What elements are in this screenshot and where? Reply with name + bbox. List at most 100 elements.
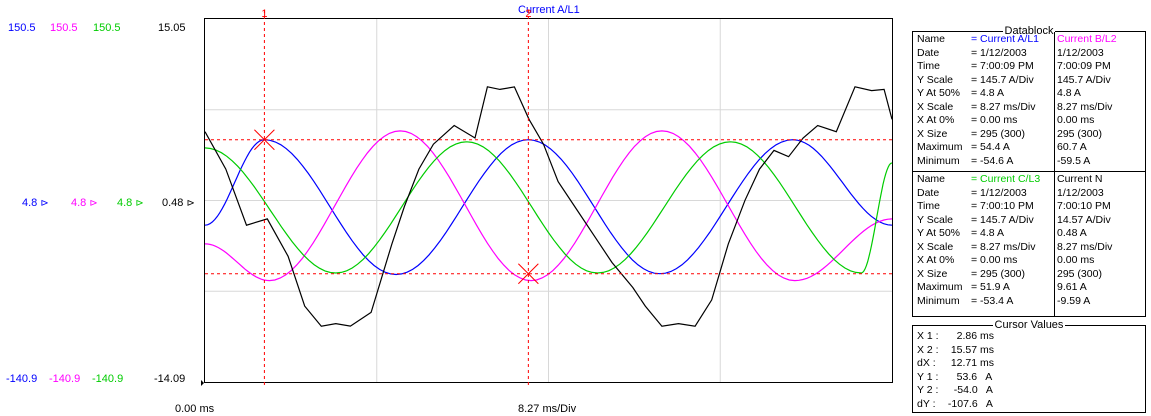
cursor-value-label: Y 2 : bbox=[917, 384, 939, 396]
chart-title: Current A/L1 bbox=[518, 4, 580, 16]
scale-mid-a: 4.8 ⊳ bbox=[22, 197, 49, 209]
scale-top-c: 150.5 bbox=[93, 22, 121, 34]
block1-row-3: Y Scale = 145.7 A/Div 145.7 A/Div bbox=[913, 73, 1145, 86]
datablock-value-1: = 7:00:09 PM bbox=[971, 60, 1034, 72]
datablock-value-1: = 1/12/2003 bbox=[971, 46, 1027, 59]
datablock-label: X Scale bbox=[917, 240, 954, 253]
x-div-label: 8.27 ms/Div bbox=[518, 403, 577, 415]
scale-mid-b: 4.8 ⊳ bbox=[71, 197, 98, 209]
waveform-current-n bbox=[204, 86, 893, 327]
datablock-value-1: = 295 (300) bbox=[971, 127, 1025, 140]
datablock-value-2: 295 (300) bbox=[1057, 127, 1102, 140]
scale-mid-a-value: 4.8 bbox=[22, 197, 38, 209]
datablock-title-text: Datablock bbox=[1002, 25, 1056, 37]
scale-bottom-c: -140.9 bbox=[92, 373, 124, 385]
cursor-value-label: dY : bbox=[917, 397, 936, 410]
cursor-value-row: dX : 12.71 ms bbox=[917, 358, 994, 369]
block2-row-9: Minimum = -53.4 A -9.59 A bbox=[913, 294, 1145, 307]
waveform-current-b-l2 bbox=[204, 130, 893, 282]
cursor-value-value: 15.57 ms bbox=[945, 343, 995, 356]
block2-row-5: X Scale = 8.27 ms/Div 8.27 ms/Div bbox=[913, 240, 1145, 253]
block1-row-5: X Scale = 8.27 ms/Div 8.27 ms/Div bbox=[913, 100, 1145, 113]
block1-row-2: Time = 7:00:09 PM 7:00:09 PM bbox=[913, 61, 1145, 72]
block1-row-4: Y At 50% = 4.8 A 4.8 A bbox=[913, 88, 1145, 99]
block1-row-8: Maximum = 54.4 A 60.7 A bbox=[913, 142, 1145, 153]
datablock-value-1: = 0.00 ms bbox=[971, 254, 1018, 266]
ref-arrow-icon: ⊳ bbox=[40, 198, 49, 209]
datablock-value-1: = 7:00:10 PM bbox=[971, 200, 1034, 212]
cursor-cross-icon bbox=[518, 263, 539, 285]
cursor-value-row: X 2 : 15.57 ms bbox=[917, 343, 995, 356]
block2-row-2: Time = 7:00:10 PM 7:00:10 PM bbox=[913, 201, 1145, 212]
datablock-label: Y Scale bbox=[917, 73, 953, 86]
datablock-label: X Scale bbox=[917, 100, 954, 113]
datablock-value-1: = 295 (300) bbox=[971, 267, 1025, 280]
block2-row-1: Date = 1/12/2003 1/12/2003 bbox=[913, 186, 1145, 199]
datablock-panel: Datablock Name = Current A/L1 Current B/L2… bbox=[912, 25, 1146, 317]
datablock-value-1: = Current A/L1 bbox=[971, 33, 1039, 45]
datablock-value-2: 8.27 ms/Div bbox=[1057, 100, 1113, 113]
datablock-value-2: 9.61 A bbox=[1057, 281, 1087, 293]
datablock-value-1: = -53.4 A bbox=[971, 294, 1014, 307]
datablock-value-2: Current B/L2 bbox=[1057, 33, 1117, 45]
block1-row-9: Minimum = -54.6 A -59.5 A bbox=[913, 154, 1145, 167]
datablock-value-1: = 51.9 A bbox=[971, 281, 1010, 293]
datablock-label: Maximum bbox=[917, 281, 963, 293]
datablock-label: Date bbox=[917, 186, 940, 199]
cursor2-label: 2 bbox=[525, 8, 531, 20]
scale-mid-n-value: 0.48 bbox=[162, 197, 184, 209]
datablock-value-1: = Current C/L3 bbox=[971, 173, 1041, 185]
scale-mid-c-value: 4.8 bbox=[117, 197, 133, 209]
cursor-value-value: -54.0 A bbox=[945, 384, 993, 396]
scale-mid-b-value: 4.8 bbox=[71, 197, 87, 209]
datablock-value-2: 0.00 ms bbox=[1057, 254, 1095, 266]
cursor-values-title-text: Cursor Values bbox=[992, 319, 1066, 331]
block2-row-6: X At 0% = 0.00 ms 0.00 ms bbox=[913, 255, 1145, 266]
plot-border bbox=[204, 18, 893, 383]
datablock-label: Time bbox=[917, 60, 940, 72]
cursor-value-row: X 1 : 2.86 ms bbox=[917, 331, 994, 342]
datablock-label: Minimum bbox=[917, 294, 960, 307]
datablock-value-2: -9.59 A bbox=[1057, 294, 1091, 307]
datablock-value-1: = 1/12/2003 bbox=[971, 186, 1027, 199]
block2-row-7: X Size = 295 (300) 295 (300) bbox=[913, 267, 1145, 280]
block1-row-1: Date = 1/12/2003 1/12/2003 bbox=[913, 46, 1145, 59]
scale-top-n: 15.05 bbox=[158, 22, 186, 34]
cursor-value-value: 12.71 ms bbox=[945, 357, 995, 369]
cursor-cross-icon bbox=[254, 129, 275, 151]
datablock-value-1: = 4.8 A bbox=[971, 227, 1004, 239]
datablock-value-2: 1/12/2003 bbox=[1057, 186, 1104, 199]
datablock-label: Maximum bbox=[917, 141, 963, 153]
cursor-value-value: 2.86 ms bbox=[945, 330, 995, 342]
datablock-label: Y Scale bbox=[917, 213, 953, 226]
cursor-value-label: dX : bbox=[917, 357, 936, 369]
cursor-value-label: X 1 : bbox=[917, 330, 939, 342]
waveform-current-c-l3 bbox=[204, 141, 893, 274]
datablock-label: X Size bbox=[917, 267, 948, 280]
datablock-label: X At 0% bbox=[917, 254, 955, 266]
datablock-value-1: = 8.27 ms/Div bbox=[971, 240, 1036, 253]
block2-row-3: Y Scale = 145.7 A/Div 14.57 A/Div bbox=[913, 213, 1145, 226]
datablock-label: X At 0% bbox=[917, 114, 955, 126]
cursor-value-row: dY : -107.6 A bbox=[917, 397, 993, 410]
datablock-value-2: 60.7 A bbox=[1057, 141, 1087, 153]
datablock-title: Datablock bbox=[913, 24, 1145, 38]
cursor-values-title: Cursor Values bbox=[913, 318, 1145, 332]
scale-bottom-b: -140.9 bbox=[49, 373, 81, 385]
datablock-label: X Size bbox=[917, 127, 948, 140]
cursor-value-label: Y 1 : bbox=[917, 370, 939, 383]
datablock-label: Name bbox=[917, 173, 946, 185]
cursor-values-panel: Cursor Values X 1 : 2.86 ms X 2 : 15.57 m… bbox=[912, 319, 1146, 413]
block1-row-0: Name = Current A/L1 Current B/L2 bbox=[913, 34, 1145, 45]
scope-plot[interactable]: 1 2 bbox=[0, 0, 912, 416]
ref-arrow-icon: ⊳ bbox=[186, 198, 195, 209]
cursors bbox=[205, 10, 892, 388]
datablock-divider-h bbox=[913, 171, 1145, 172]
datablock-value-1: = -54.6 A bbox=[971, 154, 1014, 167]
datablock-value-2: 295 (300) bbox=[1057, 267, 1102, 280]
scale-top-a: 150.5 bbox=[8, 22, 36, 34]
datablock-value-1: = 145.7 A/Div bbox=[971, 73, 1034, 86]
datablock-value-2: Current N bbox=[1057, 173, 1103, 185]
datablock-value-2: 7:00:10 PM bbox=[1057, 200, 1111, 212]
datablock-label: Time bbox=[917, 200, 940, 212]
